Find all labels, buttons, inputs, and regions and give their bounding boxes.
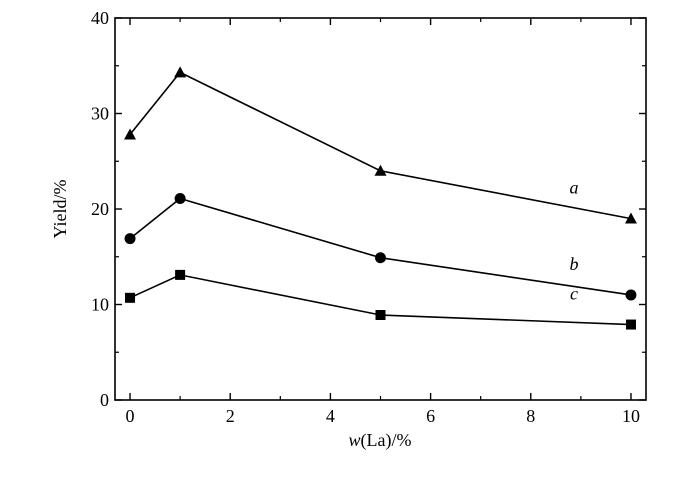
- series-markers: [124, 66, 637, 330]
- series-line-b: [129, 197, 632, 296]
- series-label-b: b: [569, 254, 578, 274]
- data-point-a: [174, 66, 187, 78]
- y-tick-label: 40: [91, 8, 109, 28]
- x-axis-title: w(La)/%: [349, 430, 412, 451]
- plot-area-frame: [114, 17, 647, 401]
- axis-tick-labels: 0 2 4 6 8 10 0 10 20 30 40: [91, 8, 640, 426]
- data-point-a: [124, 128, 137, 140]
- series-lines: [129, 71, 632, 326]
- data-point-a: [624, 212, 637, 224]
- data-point-c: [625, 319, 636, 330]
- x-tick-label: 0: [126, 406, 135, 426]
- data-point-c: [125, 292, 136, 303]
- x-tick-label: 8: [526, 406, 535, 426]
- y-tick-label: 10: [91, 295, 109, 315]
- y-tick-label: 0: [100, 390, 109, 410]
- series-labels: a bc: [569, 178, 578, 304]
- series-label-c: c: [570, 284, 578, 304]
- y-tick-label: 20: [91, 199, 109, 219]
- data-point-c: [175, 269, 186, 280]
- x-tick-label: 2: [226, 406, 235, 426]
- series-line-c: [129, 274, 632, 326]
- data-point-a: [374, 164, 387, 176]
- series-line-a: [129, 71, 632, 220]
- data-point-b: [124, 233, 136, 245]
- x-tick-label: 6: [426, 406, 435, 426]
- data-point-c: [375, 310, 386, 321]
- x-tick-label: 10: [622, 406, 640, 426]
- axis-ticks: [115, 17, 646, 401]
- data-point-b: [625, 289, 637, 301]
- series-label-a: a: [569, 178, 578, 198]
- x-tick-label: 4: [326, 406, 335, 426]
- x-axis-title-italic: w: [349, 430, 361, 450]
- y-axis-title: Yield/%: [50, 180, 70, 239]
- x-axis-title-rest: (La)/%: [361, 430, 412, 451]
- data-point-b: [174, 192, 186, 204]
- y-tick-label: 30: [91, 104, 109, 124]
- data-point-b: [375, 252, 386, 264]
